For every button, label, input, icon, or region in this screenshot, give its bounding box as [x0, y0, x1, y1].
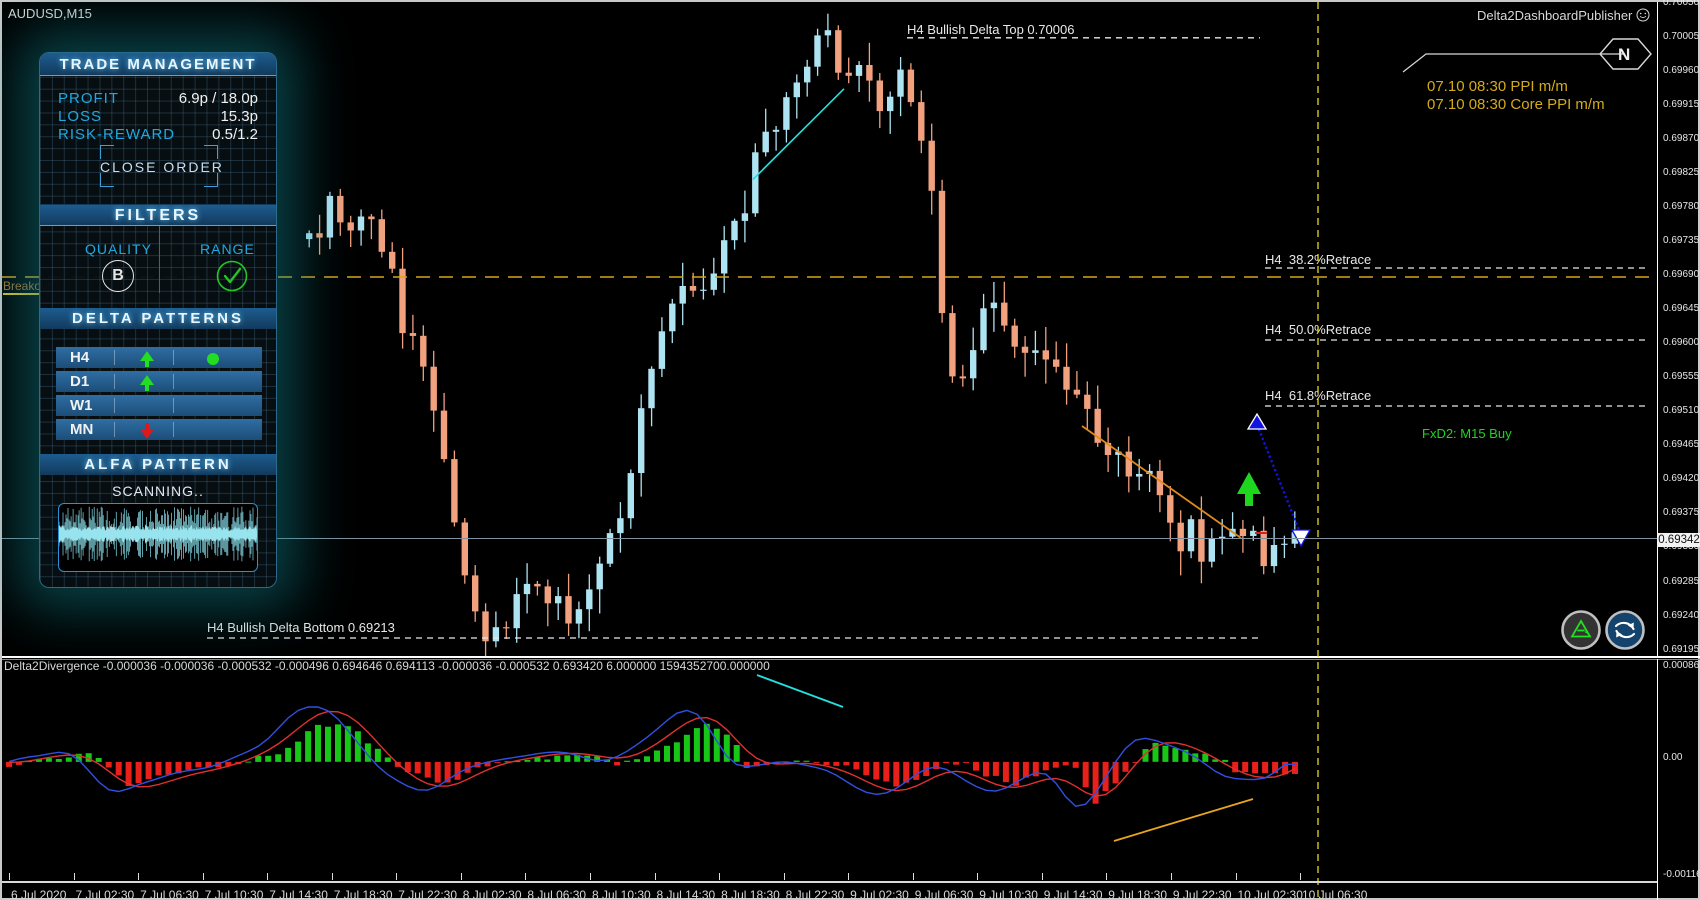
svg-text:N: N — [1618, 45, 1630, 64]
